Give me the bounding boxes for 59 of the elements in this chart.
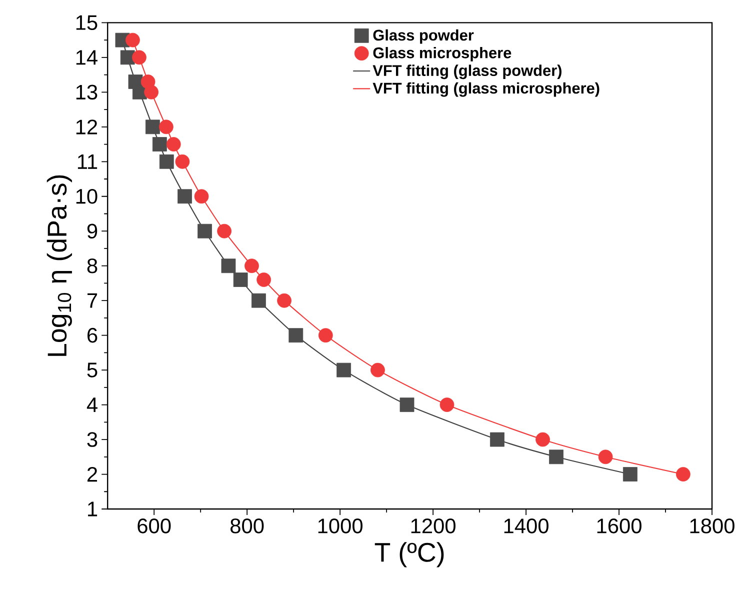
point xyxy=(221,258,236,274)
legend-label: Glass powder xyxy=(373,29,474,44)
point xyxy=(132,50,146,65)
point xyxy=(144,84,159,100)
x-tick-label: 600 xyxy=(138,518,171,534)
point xyxy=(217,224,232,238)
x-tick-label: 1400 xyxy=(504,518,548,534)
point xyxy=(198,224,212,238)
point xyxy=(252,293,266,308)
point xyxy=(233,272,248,287)
y-tick-label: 3 xyxy=(87,432,98,447)
point xyxy=(536,432,550,447)
y-tick-label: 7 xyxy=(88,293,98,308)
x-tick-label: 1600 xyxy=(597,518,642,534)
y-tick-label: 15 xyxy=(76,15,98,30)
y-tick-label: 6 xyxy=(88,328,98,343)
point xyxy=(178,189,192,204)
point xyxy=(158,120,174,134)
y-axis-title: Log$_{10}$ η (dPa·s) xyxy=(46,175,72,356)
y-tick-label: 8 xyxy=(87,258,98,274)
y-tick-label: 9 xyxy=(87,224,98,239)
point xyxy=(152,137,167,152)
point xyxy=(440,398,454,412)
y-tick-label: 11 xyxy=(78,154,98,169)
point xyxy=(336,362,351,378)
y-tick-label: 4 xyxy=(86,398,98,412)
point xyxy=(318,328,333,343)
y-tick-label: 13 xyxy=(76,84,98,100)
point xyxy=(288,328,304,343)
x-tick-label: 1200 xyxy=(411,518,456,534)
x-axis-title: T (ºC) xyxy=(374,542,444,568)
point xyxy=(159,154,174,169)
point xyxy=(549,450,564,464)
point xyxy=(175,154,190,169)
point xyxy=(256,272,272,287)
y-tick-label: 1 xyxy=(88,502,98,516)
legend-label: VFT fitting (glass powder) xyxy=(372,64,562,80)
x-tick-label: 1000 xyxy=(318,518,363,534)
point xyxy=(146,120,160,134)
y-tick-label: 2 xyxy=(87,466,98,482)
legend-label: VFT fitting (glass microsphere) xyxy=(372,82,600,97)
point xyxy=(194,189,209,204)
y-tick-label: 14 xyxy=(76,50,98,65)
point xyxy=(676,467,690,482)
point xyxy=(244,258,259,274)
y-tick-label: 10 xyxy=(76,188,98,204)
point xyxy=(598,450,613,464)
point xyxy=(126,32,140,48)
point xyxy=(400,398,414,412)
y-tick-label: 5 xyxy=(87,362,98,378)
legend-label: Glass microsphere xyxy=(373,46,512,62)
point xyxy=(370,362,385,378)
x-tick-label: 800 xyxy=(230,518,264,534)
point xyxy=(490,432,504,447)
y-tick-label: 12 xyxy=(76,120,98,134)
x-tick-label: 1800 xyxy=(690,518,734,534)
point xyxy=(166,137,181,152)
point xyxy=(622,467,638,482)
point xyxy=(277,293,292,308)
